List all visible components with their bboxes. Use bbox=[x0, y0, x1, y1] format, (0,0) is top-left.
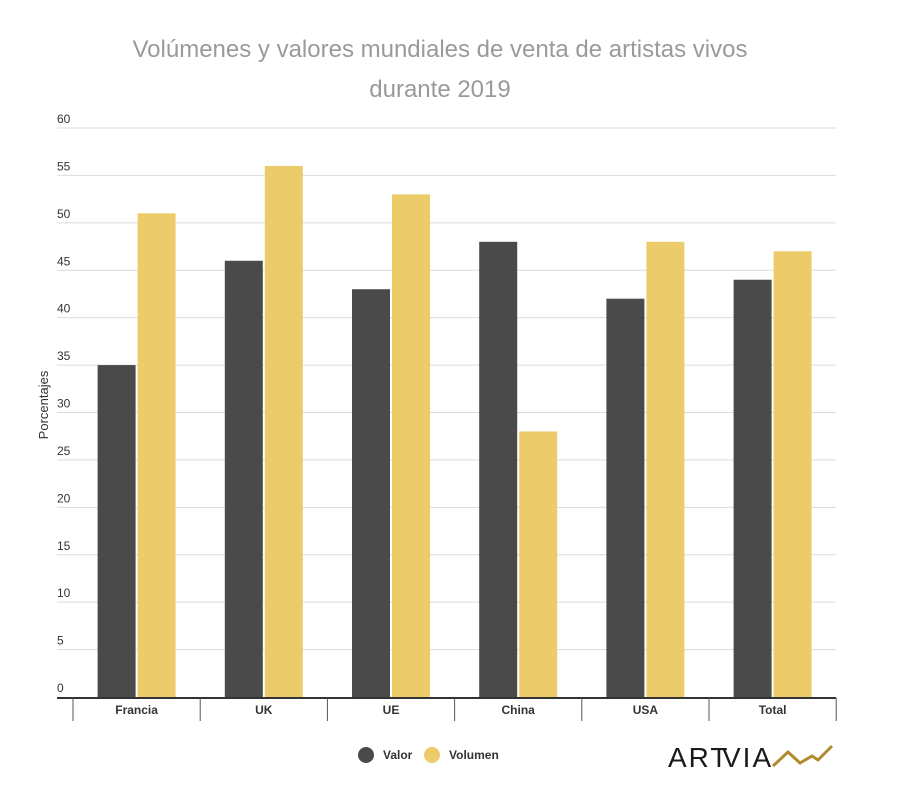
y-tick-label: 25 bbox=[57, 444, 71, 458]
logo-text-via: VIA bbox=[722, 742, 773, 773]
bar-valor-china bbox=[479, 241, 518, 698]
x-tick-label: China bbox=[502, 703, 536, 717]
legend-marker-volumen bbox=[424, 747, 440, 763]
artvia-logo: ART VIA bbox=[668, 742, 834, 773]
bar-volumen-total bbox=[773, 251, 812, 698]
y-tick-label: 40 bbox=[57, 302, 71, 316]
y-tick-label: 10 bbox=[57, 586, 71, 600]
legend-label-valor: Valor bbox=[383, 748, 413, 762]
x-axis: Francia UK UE China USA Total bbox=[57, 697, 837, 721]
legend-marker-valor bbox=[358, 747, 374, 763]
y-tick-label: 20 bbox=[57, 491, 71, 505]
x-tick-label: Total bbox=[759, 703, 787, 717]
legend: Valor Volumen bbox=[358, 747, 499, 763]
bar-volumen-ue bbox=[392, 194, 430, 697]
logo-chart-mark-icon bbox=[771, 744, 834, 768]
y-tick-label: 45 bbox=[57, 254, 71, 268]
logo-text-art: ART bbox=[668, 742, 730, 773]
x-tick-label: USA bbox=[633, 703, 659, 717]
y-tick-label: 50 bbox=[57, 207, 71, 221]
y-tick-label: 60 bbox=[57, 112, 71, 126]
bar-volumen-usa bbox=[646, 241, 685, 698]
legend-label-volumen: Volumen bbox=[449, 748, 499, 762]
bar-valor-francia bbox=[97, 365, 136, 697]
bar-volumen-china bbox=[519, 431, 558, 697]
bar-valor-uk bbox=[224, 260, 263, 697]
y-tick-label: 55 bbox=[57, 159, 71, 173]
y-tick-label: 30 bbox=[57, 397, 71, 411]
bars bbox=[97, 165, 812, 698]
bar-valor-ue bbox=[352, 289, 390, 697]
grid-lines bbox=[57, 127, 836, 651]
x-tick-label: Francia bbox=[115, 703, 158, 717]
y-tick-label: 0 bbox=[57, 681, 64, 695]
chart-title: Volúmenes y valores mundiales de venta d… bbox=[60, 30, 820, 110]
y-tick-label: 35 bbox=[57, 349, 71, 363]
bar-volumen-uk bbox=[264, 165, 303, 697]
y-tick-label: 15 bbox=[57, 539, 71, 553]
chart-title-line-1: Volúmenes y valores mundiales de venta d… bbox=[132, 36, 748, 63]
y-axis-label: Porcentajes bbox=[36, 370, 51, 439]
bar-valor-total bbox=[733, 279, 772, 697]
bar-volumen-francia bbox=[137, 213, 176, 697]
x-tick-label: UK bbox=[255, 703, 273, 717]
y-tick-label: 5 bbox=[57, 634, 64, 648]
x-tick-label: UE bbox=[383, 703, 400, 717]
y-axis-ticks: 0 5 10 15 20 25 30 35 40 45 50 55 60 bbox=[57, 112, 71, 695]
bar-valor-usa bbox=[606, 298, 645, 697]
chart-title-line-2: durante 2019 bbox=[369, 76, 511, 103]
